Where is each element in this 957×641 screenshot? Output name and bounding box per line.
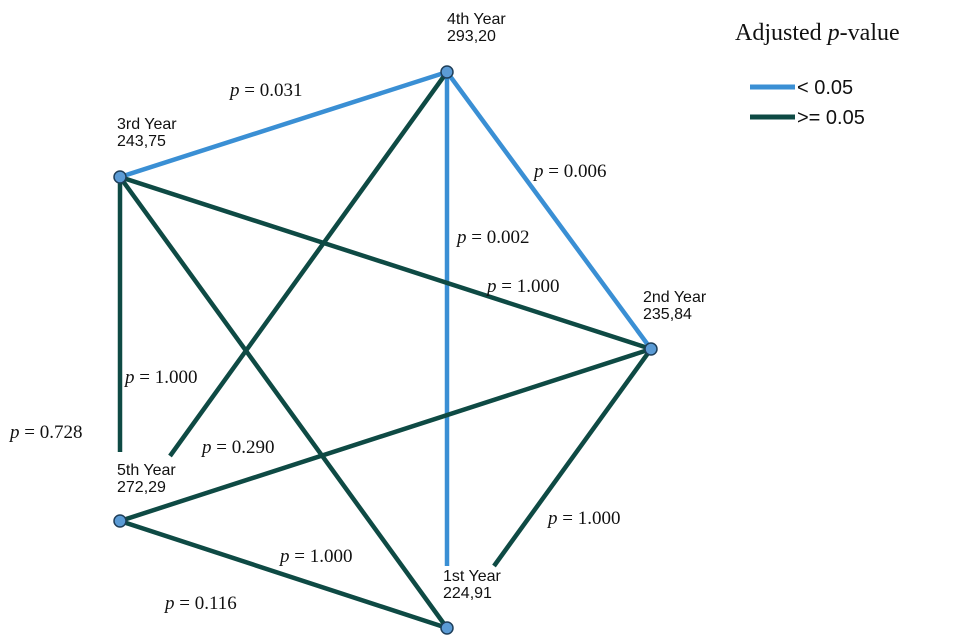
edge-label-value: = 0.002 bbox=[467, 227, 530, 248]
node-value: 243,75 bbox=[117, 133, 166, 150]
node bbox=[113, 170, 127, 184]
edge-label: p = 1.000 bbox=[123, 367, 197, 388]
node-value: 272,29 bbox=[117, 479, 166, 496]
legend-title: Adjusted p-value bbox=[735, 20, 900, 46]
edge-label: p = 0.290 bbox=[200, 437, 274, 458]
node bbox=[440, 621, 454, 635]
edge-label-value: = 0.116 bbox=[175, 593, 237, 614]
edge-label-value: = 0.290 bbox=[212, 437, 275, 458]
legend-title-part: p bbox=[826, 20, 840, 46]
edge-label-symbol: p bbox=[123, 367, 135, 388]
legend-label: < 0.05 bbox=[797, 77, 853, 99]
edge bbox=[119, 346, 652, 524]
edge-label-value: = 0.728 bbox=[20, 422, 83, 443]
node-name: 1st Year bbox=[443, 568, 502, 585]
edge-label: p = 0.031 bbox=[228, 80, 302, 101]
legend: Adjusted p-value < 0.05 >= 0.05 bbox=[735, 20, 900, 129]
edge bbox=[119, 174, 652, 352]
node-name: 2nd Year bbox=[643, 289, 707, 306]
edge-label: p = 1.000 bbox=[278, 546, 352, 567]
node-name: 4th Year bbox=[447, 11, 506, 28]
edge-label-symbol: p bbox=[8, 422, 20, 443]
edge bbox=[119, 518, 448, 631]
edge-label-symbol: p bbox=[532, 161, 544, 182]
edge-label-value: = 1.000 bbox=[558, 508, 621, 529]
edge bbox=[168, 70, 449, 458]
edge-label-symbol: p bbox=[200, 437, 212, 458]
edge-label-symbol: p bbox=[228, 80, 240, 101]
node-name: 3rd Year bbox=[117, 116, 177, 133]
node-name: 5th Year bbox=[117, 462, 176, 479]
edge-label-symbol: p bbox=[546, 508, 558, 529]
edge-label: p = 0.728 bbox=[8, 422, 82, 443]
node bbox=[113, 514, 127, 528]
edge-label-symbol: p bbox=[455, 227, 467, 248]
node bbox=[644, 342, 658, 356]
edge-label: p = 0.002 bbox=[455, 227, 529, 248]
edge-label-value: = 1.000 bbox=[497, 276, 560, 297]
edge-label: p = 1.000 bbox=[485, 276, 559, 297]
edge-label: p = 0.116 bbox=[163, 593, 237, 614]
node bbox=[440, 65, 454, 79]
edge-label-value: = 0.006 bbox=[544, 161, 607, 182]
edge bbox=[118, 175, 449, 630]
node-value: 235,84 bbox=[643, 306, 692, 323]
edge-label-value: = 0.031 bbox=[240, 80, 303, 101]
legend-title-part: -value bbox=[840, 20, 900, 46]
edge-label-value: = 1.000 bbox=[135, 367, 198, 388]
legend-label: >= 0.05 bbox=[797, 107, 865, 129]
edge-label-value: = 1.000 bbox=[290, 546, 353, 567]
node-value: 224,91 bbox=[443, 585, 492, 602]
edge-label: p = 1.000 bbox=[546, 508, 620, 529]
edge-label: p = 0.006 bbox=[532, 161, 606, 182]
edge bbox=[119, 69, 448, 180]
edge-label-symbol: p bbox=[163, 593, 175, 614]
edge bbox=[492, 347, 653, 568]
edge-label-symbol: p bbox=[278, 546, 290, 567]
edge bbox=[445, 70, 653, 351]
node-value: 293,20 bbox=[447, 28, 496, 45]
legend-title-part: Adjusted bbox=[735, 20, 828, 46]
edge-label-symbol: p bbox=[485, 276, 497, 297]
